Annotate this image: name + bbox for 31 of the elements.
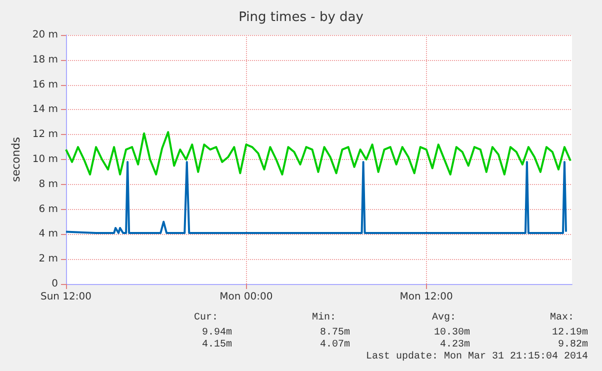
text: 8.75m bbox=[320, 328, 350, 338]
y-tick-label: 10 m bbox=[32, 154, 58, 165]
line-series bbox=[65, 160, 567, 234]
text: 10.30m bbox=[434, 328, 470, 338]
x-tick-label: Mon 00:00 bbox=[220, 292, 273, 302]
y-tick-label: 20 m bbox=[32, 30, 58, 40]
text: Cur: bbox=[194, 312, 218, 324]
text: Last update: Mon Mar 31 21:15:04 2014 bbox=[366, 350, 588, 362]
text: 4.15m bbox=[202, 340, 232, 350]
x-tick-label: Mon 12:00 bbox=[400, 292, 453, 302]
y-tick-label: 2 m bbox=[38, 254, 58, 265]
text: 4.23m bbox=[440, 340, 470, 350]
text: Avg: bbox=[432, 312, 456, 324]
text: Min: bbox=[312, 312, 336, 324]
y-axis-title: seconds bbox=[9, 136, 22, 182]
y-tick-label: 16 m bbox=[32, 79, 58, 90]
x-tick-label: Sun 12:00 bbox=[40, 292, 92, 302]
text: 9.94m bbox=[202, 328, 232, 338]
line-series bbox=[65, 131, 572, 176]
y-tick-label: 8 m bbox=[38, 178, 58, 190]
text: 12.19m bbox=[552, 328, 588, 338]
text: 4.07m bbox=[320, 340, 350, 350]
text: Max: bbox=[550, 312, 574, 324]
y-tick-label: 0 bbox=[52, 278, 58, 290]
text: 9.82m bbox=[558, 340, 588, 350]
y-tick-label: 18 m bbox=[32, 54, 58, 66]
y-tick-label: 4 m bbox=[38, 228, 58, 240]
chart-title: Ping times - by day bbox=[238, 10, 364, 25]
y-tick-label: 12 m bbox=[32, 129, 58, 140]
y-tick-label: 14 m bbox=[32, 104, 58, 116]
y-tick-label: 6 m bbox=[38, 204, 58, 215]
